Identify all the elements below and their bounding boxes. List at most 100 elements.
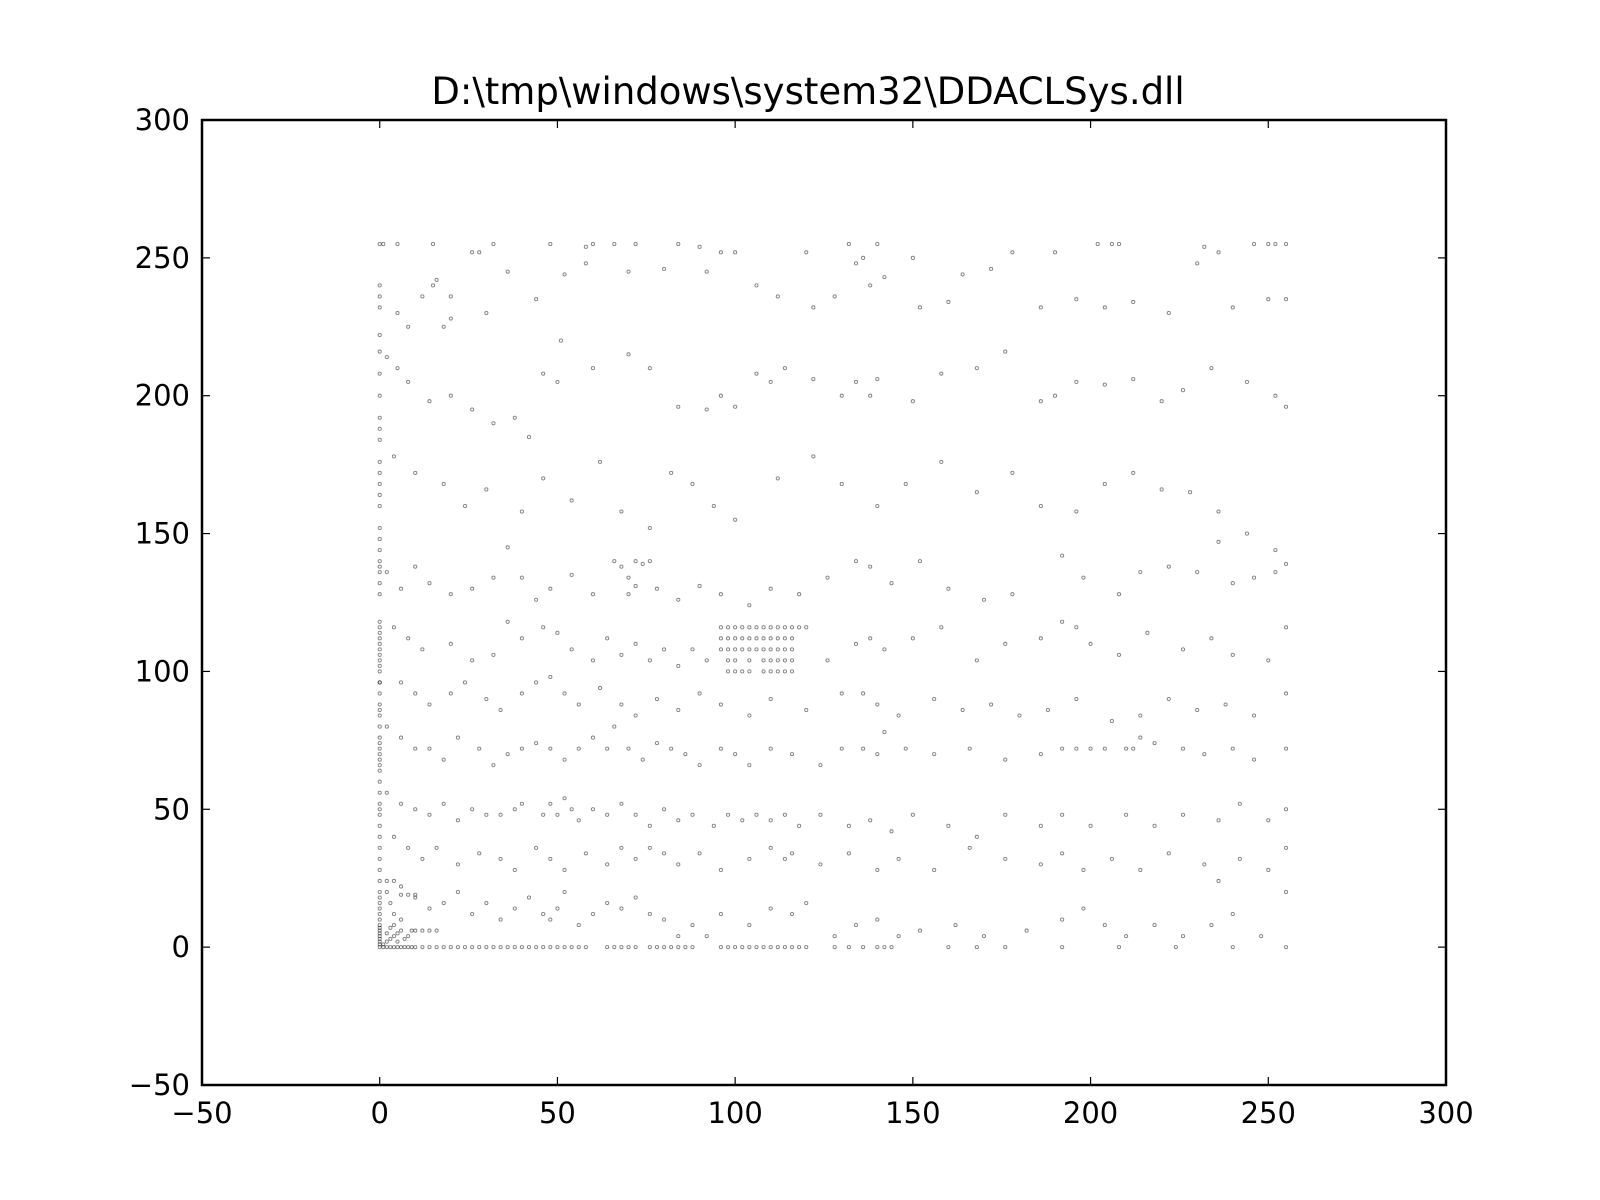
scatter-point: [519, 945, 524, 950]
scatter-point: [747, 647, 752, 652]
scatter-point: [640, 757, 645, 762]
scatter-point: [1131, 746, 1136, 751]
scatter-point: [1266, 297, 1271, 302]
scatter-point: [654, 586, 659, 591]
scatter-point: [377, 912, 382, 917]
scatter-point: [534, 845, 539, 850]
scatter-point: [662, 647, 667, 652]
scatter-point: [953, 923, 958, 928]
scatter-point: [697, 691, 702, 696]
scatter-point: [512, 906, 517, 911]
scatter-point: [377, 834, 382, 839]
scatter-point: [797, 945, 802, 950]
scatter-point: [534, 680, 539, 685]
scatter-point: [747, 713, 752, 718]
scatter-point: [818, 763, 823, 768]
scatter-point: [1038, 862, 1043, 867]
scatter-point: [377, 570, 382, 575]
scatter-point: [388, 900, 393, 906]
scatter-point: [1003, 945, 1008, 950]
scatter-point: [1252, 242, 1257, 247]
scatter-point: [676, 945, 681, 950]
scatter-point: [1180, 934, 1186, 939]
scatter-point: [768, 945, 773, 950]
scatter-point: [470, 912, 475, 917]
scatter-point: [853, 559, 859, 564]
scatter-point: [384, 878, 389, 884]
scatter-point: [1124, 812, 1129, 817]
scatter-point: [377, 592, 382, 597]
scatter-point: [875, 867, 880, 872]
scatter-point: [1166, 564, 1171, 569]
scatter-point: [377, 823, 382, 828]
scatter-point: [733, 658, 738, 663]
scatter-point: [789, 658, 795, 663]
scatter-point: [519, 746, 524, 751]
scatter-point: [1252, 575, 1257, 580]
scatter-point: [398, 680, 404, 685]
scatter-point: [1202, 862, 1207, 867]
scatter-point: [569, 498, 574, 503]
scatter-point: [1230, 652, 1235, 657]
scatter-point: [633, 559, 638, 564]
scatter-point: [633, 242, 638, 247]
scatter-point: [747, 625, 752, 630]
scatter-point: [377, 895, 382, 900]
scatter-point: [455, 818, 460, 823]
scatter-point: [683, 945, 688, 950]
scatter-point: [1124, 934, 1129, 939]
scatter-point: [875, 752, 880, 757]
scatter-point: [534, 741, 539, 746]
scatter-point: [669, 746, 674, 751]
scatter-point: [1244, 379, 1250, 384]
scatter-point: [846, 851, 851, 856]
scatter-point: [377, 283, 382, 288]
scatter-point: [789, 912, 795, 917]
scatter-point: [484, 945, 489, 950]
scatter-point: [775, 625, 780, 630]
scatter-point: [484, 310, 489, 316]
scatter-point: [1195, 261, 1200, 266]
scatter-point: [875, 503, 880, 509]
scatter-point: [1131, 377, 1136, 382]
scatter-point: [740, 669, 745, 674]
scatter-point: [782, 366, 787, 371]
scatter-point: [398, 884, 404, 889]
scatter-point: [718, 592, 723, 597]
scatter-point: [569, 807, 574, 812]
scatter-point: [384, 724, 389, 729]
scatter-point: [789, 669, 795, 674]
scatter-point: [768, 845, 773, 850]
scatter-point: [1038, 399, 1043, 404]
scatter-point: [861, 746, 866, 751]
scatter-point: [505, 752, 510, 757]
scatter-point: [626, 352, 631, 357]
scatter-point: [512, 945, 517, 950]
x-tick-label: −50: [171, 1096, 232, 1130]
scatter-point: [519, 575, 524, 580]
scatter-point: [782, 669, 787, 674]
scatter-point: [676, 818, 681, 823]
scatter-point: [427, 928, 432, 933]
scatter-point: [484, 696, 489, 702]
scatter-point: [782, 812, 787, 817]
scatter-point: [704, 407, 709, 412]
scatter-point: [768, 906, 773, 911]
scatter-point: [875, 377, 880, 382]
chart-title: D:\tmp\windows\system32\DDACLSys.dll: [431, 70, 1184, 113]
scatter-point: [1166, 851, 1171, 856]
scatter-point: [448, 393, 453, 398]
scatter-point: [690, 923, 695, 928]
scatter-point: [768, 746, 773, 751]
scatter-point: [391, 878, 396, 884]
scatter-point: [782, 945, 787, 950]
scatter-point: [377, 548, 382, 553]
scatter-point: [377, 713, 382, 718]
scatter-point: [1074, 696, 1079, 702]
scatter-point: [846, 823, 851, 828]
scatter-point: [569, 572, 574, 577]
scatter-point: [797, 592, 802, 597]
scatter-point: [946, 586, 951, 591]
scatter-point: [583, 244, 588, 249]
scatter-point: [1202, 244, 1207, 249]
